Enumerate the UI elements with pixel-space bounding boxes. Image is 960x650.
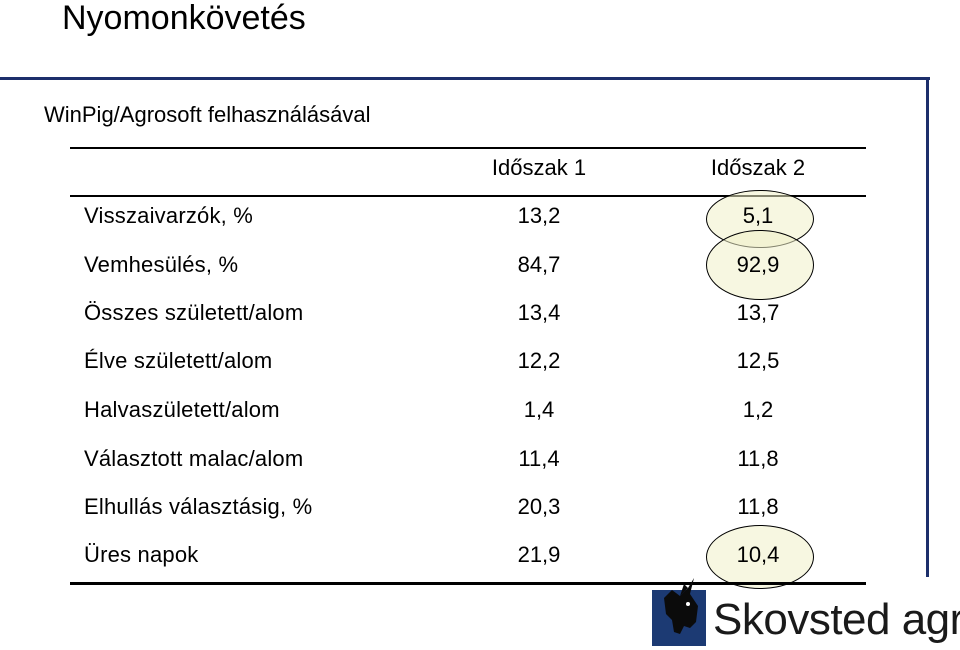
subtitle: WinPig/Agrosoft felhasználásával xyxy=(44,102,371,127)
period-1-value: 13,4 xyxy=(517,300,561,325)
row-label: Elhullás választásig, % xyxy=(84,494,313,519)
period-2-value: 11,8 xyxy=(737,494,779,519)
table-row: Vemhesülés, % 84,7 92,9 xyxy=(0,249,960,281)
company-logo: Skovsted agro xyxy=(650,576,960,650)
row-label: Üres napok xyxy=(84,542,199,567)
row-label: Visszaivarzók, % xyxy=(84,203,254,228)
table-row: Élve született/alom 12,2 12,5 xyxy=(0,345,960,377)
period-1-value: 1,4 xyxy=(523,397,555,422)
period-2-value: 12,5 xyxy=(736,348,780,373)
frame-right-line xyxy=(926,77,929,577)
period-2-value: 5,1 xyxy=(742,203,774,228)
row-label: Vemhesülés, % xyxy=(84,252,239,277)
period-2-value: 11,8 xyxy=(737,446,779,471)
highlight-circle xyxy=(706,525,814,589)
period-1-value: 84,7 xyxy=(517,252,561,277)
period-2-value: 1,2 xyxy=(742,397,774,422)
column-header-period-1: Időszak 1 xyxy=(491,155,587,180)
period-2-value: 10,4 xyxy=(736,542,780,567)
table-bottom-rule xyxy=(70,582,866,585)
table-top-rule xyxy=(70,147,866,149)
table-row: Üres napok 21,9 10,4 xyxy=(0,539,960,571)
period-1-value: 21,9 xyxy=(517,542,561,567)
row-label: Összes született/alom xyxy=(84,300,304,325)
table-header-rule xyxy=(70,195,866,197)
period-1-value: 11,4 xyxy=(518,446,560,471)
period-1-value: 12,2 xyxy=(517,348,561,373)
table-row: Összes született/alom 13,4 13,7 xyxy=(0,297,960,329)
row-label: Választott malac/alom xyxy=(84,446,304,471)
table-row: Halvaszületett/alom 1,4 1,2 xyxy=(0,394,960,426)
row-label: Élve született/alom xyxy=(84,348,273,373)
table-row: Elhullás választásig, % 20,3 11,8 xyxy=(0,491,960,523)
period-1-value: 20,3 xyxy=(517,494,561,519)
period-2-value: 92,9 xyxy=(736,252,780,277)
period-2-value: 13,7 xyxy=(736,300,780,325)
table-row: Visszaivarzók, % 13,2 5,1 xyxy=(0,200,960,232)
logo-text: Skovsted agro xyxy=(713,595,960,644)
page-title: Nyomonkövetés xyxy=(62,0,306,37)
table-row: Választott malac/alom 11,4 11,8 xyxy=(0,443,960,475)
frame-top-line xyxy=(0,77,930,80)
bull-head-icon xyxy=(652,578,706,646)
highlight-circle xyxy=(706,230,814,300)
column-header-period-2: Időszak 2 xyxy=(710,155,806,180)
period-1-value: 13,2 xyxy=(517,203,561,228)
row-label: Halvaszületett/alom xyxy=(84,397,280,422)
